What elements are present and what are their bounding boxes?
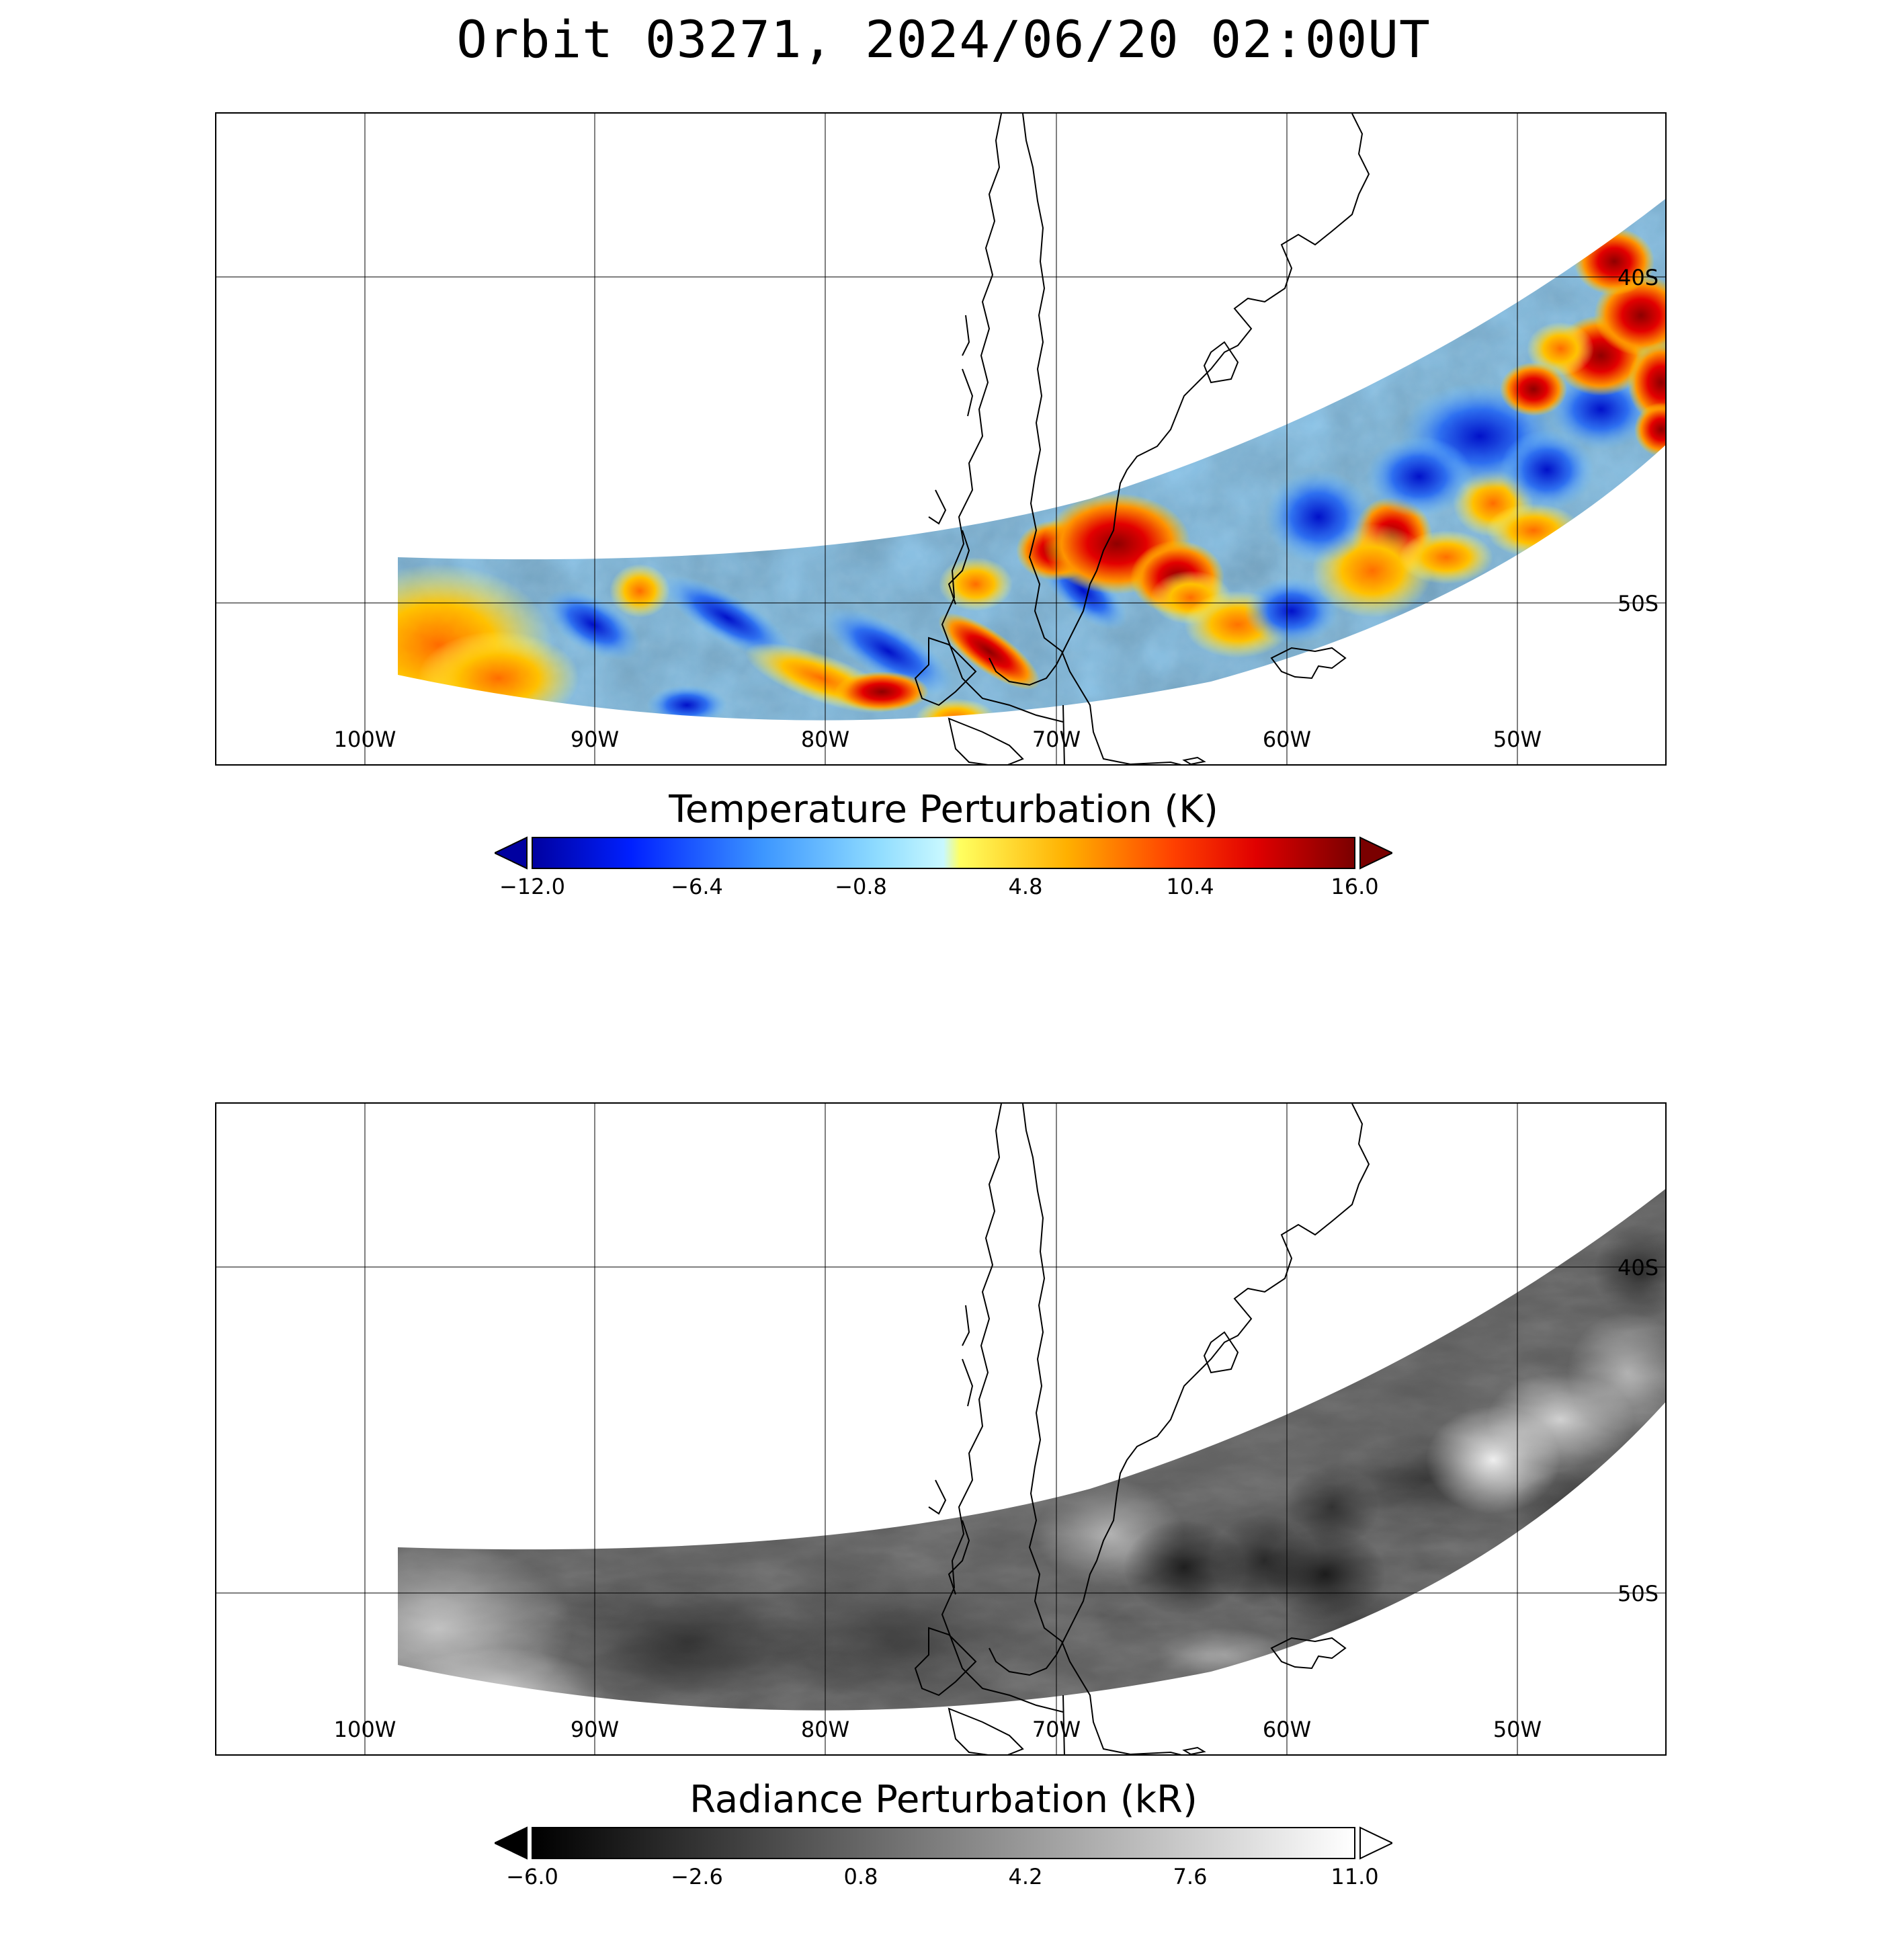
longitude-labels: 100W 90W 80W 70W 60W 50W xyxy=(334,727,1542,752)
temperature-swath xyxy=(398,197,1665,721)
radiance-tick-5: 11.0 xyxy=(1331,1864,1379,1889)
lat-label-40s: 40S xyxy=(1618,265,1659,290)
colorbar-min-arrow xyxy=(495,1826,528,1860)
lon-label-100w: 100W xyxy=(334,1717,396,1742)
lon-label-90w: 90W xyxy=(571,1717,619,1742)
lon-label-80w: 80W xyxy=(801,727,849,752)
latitude-labels: 40S 50S xyxy=(1618,1255,1659,1606)
colorbar-min-arrow xyxy=(495,836,528,870)
temperature-colorbar-title: Temperature Perturbation (K) xyxy=(669,788,1218,831)
lon-label-70w: 70W xyxy=(1032,727,1081,752)
coastline xyxy=(914,114,1370,764)
temperature-tick-0: −12.0 xyxy=(499,874,566,899)
lon-label-100w: 100W xyxy=(334,727,396,752)
colorbar-gradient xyxy=(532,837,1355,869)
radiance-tick-3: 4.2 xyxy=(1008,1864,1043,1889)
lat-label-50s: 50S xyxy=(1618,1581,1659,1606)
radiance-colorbar-title: Radiance Perturbation (kR) xyxy=(689,1778,1198,1822)
colorbar-max-arrow xyxy=(1359,836,1392,870)
radiance-tick-2: 0.8 xyxy=(843,1864,878,1889)
lon-label-60w: 60W xyxy=(1263,1717,1311,1742)
radiance-map-panel: 100W 90W 80W 70W 60W 50W 40S 50S xyxy=(215,1102,1667,1756)
radiance-tick-4: 7.6 xyxy=(1173,1864,1208,1889)
radiance-tick-1: −2.6 xyxy=(671,1864,723,1889)
lat-label-50s: 50S xyxy=(1618,591,1659,616)
coastline xyxy=(914,1104,1370,1754)
temperature-map-panel: 100W 90W 80W 70W 60W 50W 40S 50S xyxy=(215,112,1667,766)
longitude-labels: 100W 90W 80W 70W 60W 50W xyxy=(334,1717,1542,1742)
radiance-colorbar xyxy=(495,1826,1392,1860)
radiance-tick-0: −6.0 xyxy=(506,1864,558,1889)
graticule xyxy=(216,1104,1665,1754)
temperature-tick-2: −0.8 xyxy=(835,874,887,899)
temperature-tick-3: 4.8 xyxy=(1008,874,1043,899)
lon-label-50w: 50W xyxy=(1493,1717,1542,1742)
lon-label-50w: 50W xyxy=(1493,727,1542,752)
radiance-swath xyxy=(398,1187,1665,1711)
radiance-map: 100W 90W 80W 70W 60W 50W 40S 50S xyxy=(216,1104,1665,1754)
temperature-colorbar xyxy=(495,836,1392,870)
latitude-labels: 40S 50S xyxy=(1618,265,1659,616)
graticule xyxy=(216,114,1665,764)
temperature-map: 100W 90W 80W 70W 60W 50W 40S 50S xyxy=(216,114,1665,764)
lat-label-40s: 40S xyxy=(1618,1255,1659,1280)
lon-label-60w: 60W xyxy=(1263,727,1311,752)
temperature-tick-1: −6.4 xyxy=(671,874,723,899)
colorbar-gradient xyxy=(532,1827,1355,1859)
colorbar-max-arrow xyxy=(1359,1826,1392,1860)
lon-label-80w: 80W xyxy=(801,1717,849,1742)
lon-label-70w: 70W xyxy=(1032,1717,1081,1742)
lon-label-90w: 90W xyxy=(571,727,619,752)
temperature-tick-5: 16.0 xyxy=(1331,874,1379,899)
figure-title: Orbit 03271, 2024/06/20 02:00UT xyxy=(456,9,1431,69)
temperature-tick-4: 10.4 xyxy=(1166,874,1214,899)
